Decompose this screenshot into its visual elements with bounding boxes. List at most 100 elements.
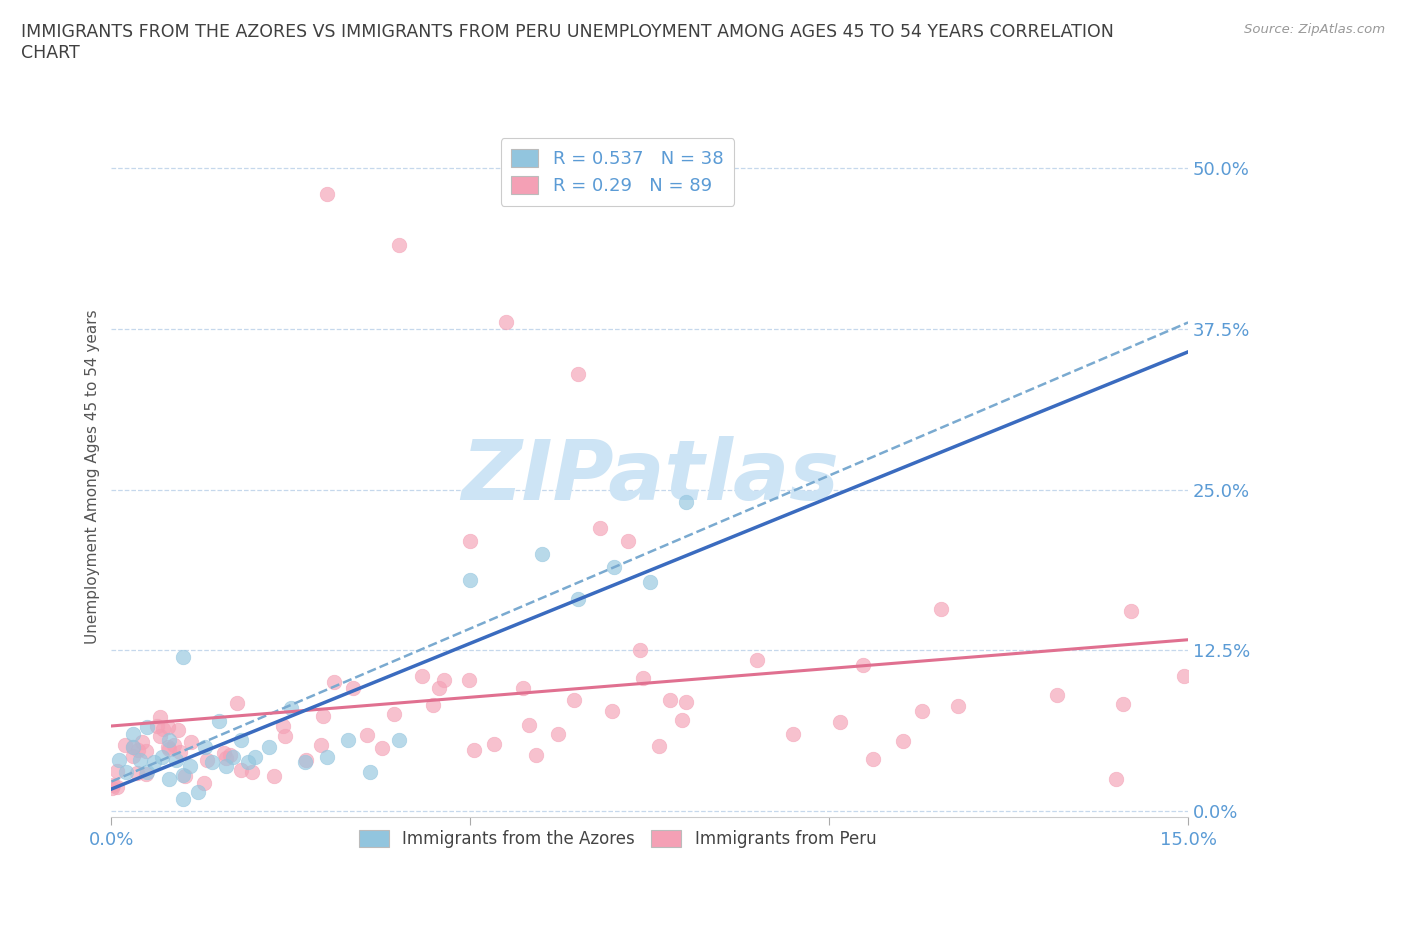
Point: [240, 765, 263, 780]
Point: [165, 752, 187, 767]
Point: [1046, 688, 1069, 703]
Point: [567, 366, 589, 381]
Point: [482, 737, 505, 751]
Point: [342, 681, 364, 696]
Point: [122, 739, 145, 754]
Point: [152, 722, 174, 737]
Point: [309, 737, 332, 752]
Point: [359, 765, 381, 780]
Point: [602, 704, 624, 719]
Point: [463, 743, 485, 758]
Point: [562, 693, 585, 708]
Point: [131, 735, 153, 750]
Y-axis label: Unemployment Among Ages 45 to 54 years: Unemployment Among Ages 45 to 54 years: [86, 310, 100, 644]
Point: [782, 726, 804, 741]
Point: [1112, 697, 1135, 711]
Point: [512, 681, 534, 696]
Point: [1173, 669, 1195, 684]
Point: [495, 315, 517, 330]
Point: [675, 495, 697, 510]
Point: [280, 700, 302, 715]
Point: [172, 767, 194, 782]
Point: [215, 759, 238, 774]
Point: [273, 729, 295, 744]
Legend: Immigrants from the Azores, Immigrants from Peru: Immigrants from the Azores, Immigrants f…: [350, 822, 884, 857]
Point: [371, 740, 394, 755]
Point: [648, 738, 671, 753]
Point: [411, 669, 433, 684]
Point: [460, 534, 482, 549]
Point: [193, 776, 215, 790]
Point: [114, 765, 136, 780]
Point: [337, 733, 360, 748]
Point: [157, 719, 180, 734]
Point: [157, 733, 180, 748]
Text: IMMIGRANTS FROM THE AZORES VS IMMIGRANTS FROM PERU UNEMPLOYMENT AMONG AGES 45 TO: IMMIGRANTS FROM THE AZORES VS IMMIGRANTS…: [21, 23, 1114, 62]
Point: [146, 718, 169, 733]
Point: [187, 784, 209, 799]
Point: [229, 763, 252, 777]
Point: [458, 672, 481, 687]
Point: [852, 658, 875, 672]
Point: [208, 713, 231, 728]
Point: [172, 792, 194, 807]
Point: [226, 696, 249, 711]
Point: [167, 723, 190, 737]
Point: [105, 780, 128, 795]
Point: [524, 748, 547, 763]
Point: [157, 741, 180, 756]
Point: [169, 745, 191, 760]
Point: [218, 747, 240, 762]
Point: [125, 765, 148, 780]
Point: [143, 754, 166, 769]
Point: [356, 728, 378, 743]
Point: [201, 754, 224, 769]
Point: [588, 521, 610, 536]
Point: [149, 728, 172, 743]
Point: [387, 733, 409, 748]
Point: [460, 572, 482, 587]
Point: [531, 546, 554, 561]
Point: [745, 653, 768, 668]
Point: [382, 707, 405, 722]
Point: [671, 713, 693, 728]
Point: [103, 777, 125, 792]
Point: [422, 698, 444, 712]
Point: [174, 768, 197, 783]
Point: [547, 726, 569, 741]
Point: [295, 752, 318, 767]
Point: [427, 681, 450, 696]
Point: [638, 575, 661, 590]
Point: [157, 771, 180, 786]
Point: [659, 692, 682, 707]
Point: [243, 750, 266, 764]
Point: [617, 534, 640, 549]
Point: [315, 186, 337, 201]
Point: [101, 780, 124, 795]
Point: [114, 737, 136, 752]
Point: [135, 743, 157, 758]
Point: [628, 643, 651, 658]
Point: [135, 766, 157, 781]
Point: [862, 751, 884, 766]
Point: [259, 739, 281, 754]
Point: [236, 754, 259, 769]
Text: Source: ZipAtlas.com: Source: ZipAtlas.com: [1244, 23, 1385, 36]
Point: [215, 751, 238, 765]
Point: [136, 720, 159, 735]
Point: [294, 754, 316, 769]
Point: [222, 750, 245, 764]
Point: [179, 759, 201, 774]
Point: [212, 745, 235, 760]
Point: [1105, 771, 1128, 786]
Point: [162, 737, 184, 752]
Point: [122, 726, 145, 741]
Point: [891, 734, 914, 749]
Point: [129, 752, 152, 767]
Point: [517, 717, 540, 732]
Point: [828, 714, 851, 729]
Point: [263, 769, 285, 784]
Point: [271, 718, 294, 733]
Point: [675, 694, 697, 709]
Point: [312, 709, 335, 724]
